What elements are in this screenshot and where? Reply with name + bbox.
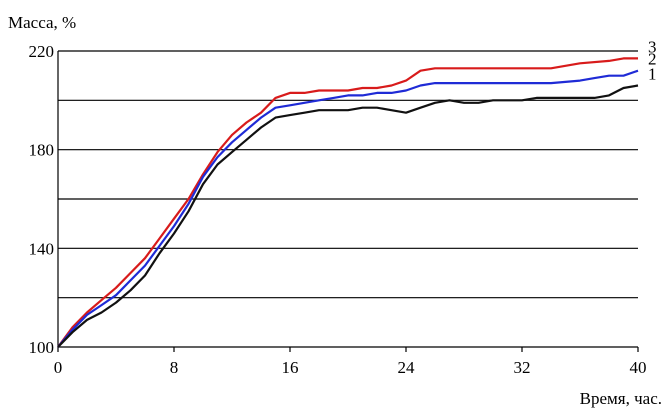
series-label-2: 2 xyxy=(648,50,657,69)
x-tick-label: 32 xyxy=(514,358,531,377)
x-tick-label: 8 xyxy=(170,358,179,377)
series-label-3: 3 xyxy=(648,37,657,56)
x-axis-title: Время, час. xyxy=(580,389,662,408)
series-line-3 xyxy=(57,57,638,348)
series-line-2 xyxy=(57,69,639,348)
tick-labels: 100 140 180 220 0 8 16 24 32 40 xyxy=(29,42,647,377)
axes xyxy=(57,51,639,352)
series-labels: 321 xyxy=(648,37,657,83)
grid-lines xyxy=(58,50,638,299)
series-group xyxy=(57,57,639,348)
y-tick-label: 180 xyxy=(29,141,55,160)
y-axis-title: Масса, % xyxy=(8,13,76,32)
series-line-1 xyxy=(57,84,639,348)
y-tick-label: 100 xyxy=(29,338,55,357)
y-tick-label: 220 xyxy=(29,42,55,61)
x-tick-label: 24 xyxy=(398,358,416,377)
y-tick-label: 140 xyxy=(29,239,55,258)
x-tick-label: 16 xyxy=(282,358,299,377)
x-tick-label: 0 xyxy=(54,358,63,377)
x-tick-label: 40 xyxy=(630,358,647,377)
series-label-1: 1 xyxy=(648,65,657,84)
